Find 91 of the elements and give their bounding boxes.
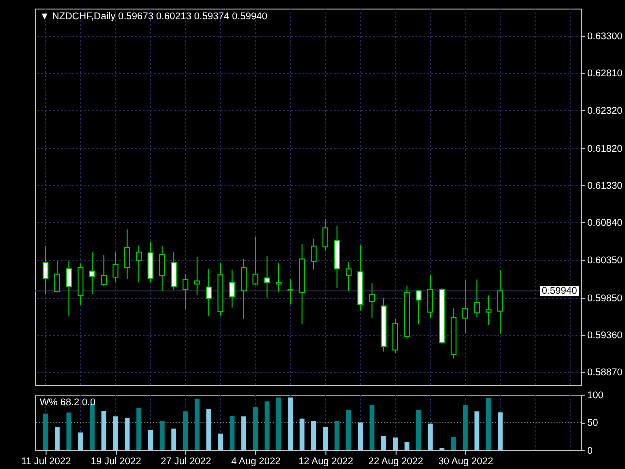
- bar: [124, 418, 130, 451]
- candlestick: [311, 238, 317, 270]
- bar: [300, 418, 305, 451]
- bar: [43, 414, 48, 451]
- x-tick-label: 11 Jul 2022: [21, 456, 72, 468]
- bar: [474, 412, 480, 451]
- candlestick: [101, 254, 108, 288]
- bar: [113, 416, 118, 451]
- y-tick-label: 0.59850: [587, 293, 624, 304]
- y-tick-label: 0.60840: [587, 218, 624, 230]
- bar: [253, 407, 258, 451]
- bar: [276, 398, 282, 451]
- bar: [288, 398, 294, 451]
- bar: [451, 437, 456, 451]
- bar: [102, 411, 107, 451]
- candlestick: [322, 218, 329, 252]
- y-tick-label: 0.61330: [587, 181, 624, 192]
- candlestick: [194, 256, 200, 296]
- x-tick-label: 12 Aug 2022: [298, 456, 354, 468]
- bar: [230, 416, 235, 451]
- candlestick: [498, 270, 504, 335]
- bar: [463, 406, 468, 451]
- y-tick-label: 0.62320: [587, 106, 624, 117]
- bar: [66, 412, 72, 451]
- bar: [498, 412, 503, 451]
- ref-line-label: 0.59940: [542, 286, 578, 298]
- y-tick-label: 0.63300: [587, 32, 624, 43]
- candlestick: [288, 278, 294, 306]
- bar: [160, 421, 165, 451]
- bar: [136, 408, 142, 451]
- candlestick: [90, 252, 96, 295]
- candlestick: [369, 283, 376, 319]
- bar: [334, 421, 340, 451]
- bar: [312, 421, 316, 451]
- candlestick: [136, 245, 142, 284]
- candlestick: [486, 295, 492, 326]
- bar: [323, 427, 328, 451]
- candlestick: [462, 280, 468, 334]
- candlestick: [182, 274, 189, 310]
- bar: [428, 424, 433, 451]
- bar: [404, 442, 410, 451]
- bar: [358, 422, 364, 451]
- y-tick-label: 0.59360: [587, 330, 624, 342]
- y-tick-label: 100: [587, 390, 604, 402]
- bar: [183, 412, 188, 451]
- candlestick: [416, 290, 422, 325]
- bar: [55, 427, 60, 451]
- bar: [486, 398, 492, 451]
- chart-title: W% 68.2 0.0: [40, 398, 96, 409]
- bar: [370, 404, 375, 451]
- bar: [264, 402, 270, 451]
- candlestick: [54, 261, 60, 294]
- candlestick: [241, 258, 247, 320]
- candlestick: [206, 268, 212, 317]
- y-tick-label: 0.60350: [587, 255, 624, 266]
- candlestick: [66, 261, 72, 317]
- bar: [346, 410, 352, 451]
- y-tick-label: 0.58870: [587, 368, 624, 379]
- bar: [440, 448, 445, 451]
- candlestick: [252, 236, 259, 286]
- x-tick-label: 30 Aug 2022: [438, 456, 494, 468]
- candlestick: [229, 269, 236, 308]
- y-tick-label: 0.62810: [587, 68, 624, 80]
- chart-title: ▼ NZDCHF,Daily 0.59673 0.60213 0.59374 0.59940: [40, 12, 268, 23]
- x-tick-label: 22 Aug 2022: [368, 456, 424, 468]
- bar: [416, 410, 422, 451]
- x-tick-label: 19 Jul 2022: [91, 456, 142, 468]
- bar: [242, 416, 246, 451]
- candlestick: [112, 252, 119, 284]
- candlestick: [474, 279, 480, 318]
- candlestick: [42, 246, 49, 295]
- bar: [194, 398, 200, 451]
- y-tick-label: 50: [587, 418, 599, 430]
- bar: [218, 434, 224, 451]
- candlestick: [124, 229, 130, 280]
- x-tick-label: 4 Aug 2022: [231, 456, 281, 468]
- bar: [172, 428, 176, 451]
- candlestick: [171, 252, 177, 291]
- y-tick-label: 0.61820: [587, 144, 624, 155]
- x-tick-label: 27 Jul 2022: [160, 456, 212, 468]
- candlestick: [428, 274, 434, 319]
- candlestick: [159, 246, 166, 292]
- y-tick-label: 0: [587, 446, 594, 457]
- bar: [148, 430, 154, 451]
- candlestick: [264, 256, 270, 298]
- candlestick: [346, 262, 352, 292]
- bar: [206, 409, 212, 451]
- bar: [78, 432, 84, 451]
- candlestick: [276, 262, 282, 292]
- bar: [393, 438, 398, 451]
- bar: [381, 436, 386, 451]
